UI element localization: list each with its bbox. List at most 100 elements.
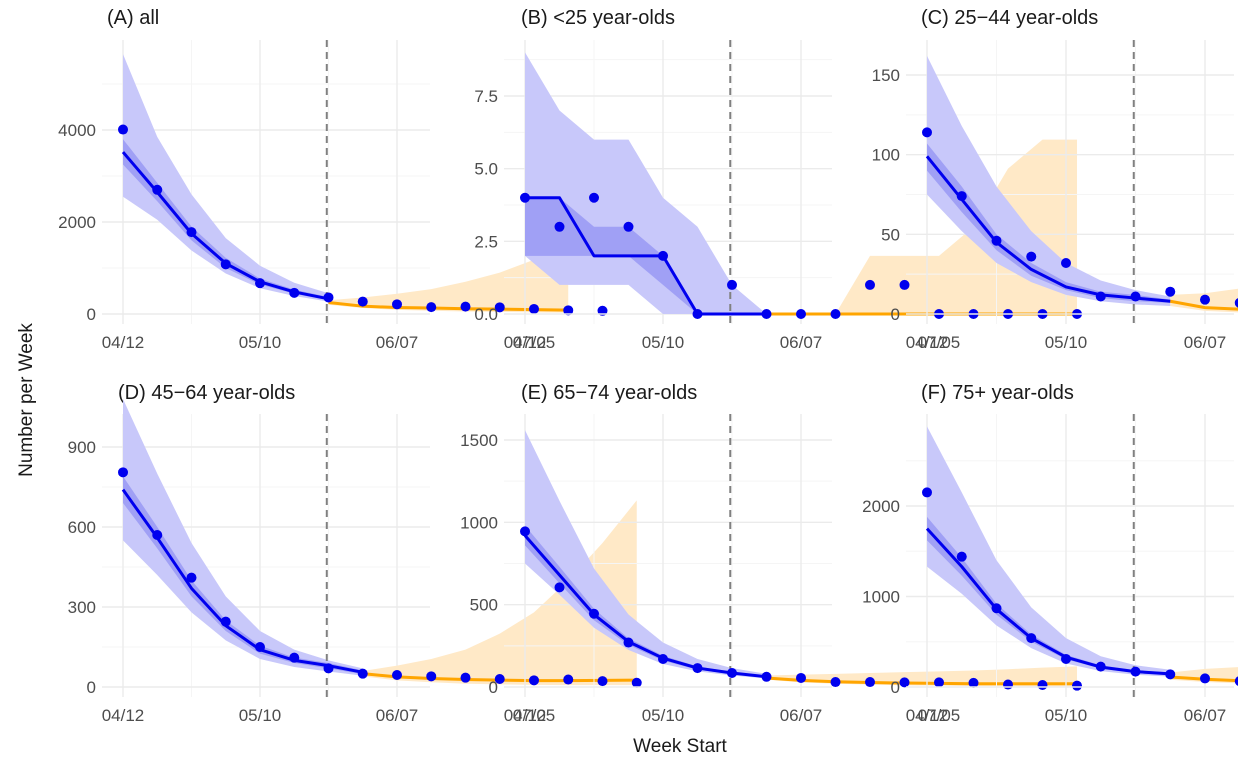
y-tick-label: 150 [872,66,900,85]
y-tick-label: 600 [68,518,96,537]
observed-point [152,530,163,540]
forecast-band [328,242,569,313]
y-tick-label: 100 [872,146,900,165]
y-tick-label: 50 [881,225,900,244]
panel-e: (E) 65−74 year-olds 0 500 1000 1500 04/12 05/1… [460,382,1082,725]
observed-point [323,663,334,674]
x-tick-label: 07/05 [918,706,961,725]
y-tick-label: 2000 [58,213,96,232]
fit-band-inner-group [525,525,767,678]
observed-point [460,301,471,312]
observed-point [1072,680,1082,691]
observed-point [289,287,300,298]
observed-point [796,672,806,683]
y-tick-label: 5.0 [474,160,498,179]
x-tick-label: 06/07 [1184,706,1227,725]
forecast-band [766,139,1077,314]
x-tick-label: 04/12 [906,706,949,725]
observed-point [255,278,265,289]
observed-point [186,572,197,583]
observed-point [1165,286,1176,297]
observed-point [761,309,772,319]
observed-point [589,608,599,619]
panel-title: (A) all [107,7,159,29]
panel-title: (C) 25−44 year-olds [921,7,1098,29]
observed-point [1026,633,1037,644]
observed-point [968,677,979,688]
observed-point [589,192,599,203]
observed-point [255,642,265,652]
observed-point [922,127,932,138]
x-tick-label: 06/07 [376,706,419,725]
observed-point [922,487,932,498]
y-tick-label: 900 [68,438,96,457]
observed-point [761,671,772,682]
x-tick-label: 05/10 [642,333,685,352]
fit-line [925,155,1171,303]
observed-point [494,674,505,684]
observed-point [220,259,231,270]
observed-point [426,671,437,682]
x-tick-label: 06/07 [780,706,823,725]
observed-point [357,668,368,679]
observed-point [1061,653,1071,664]
fit-band-outer [927,426,1171,677]
observed-point [186,227,197,238]
observed-point [658,654,668,665]
y-tick-label: 0.0 [474,305,498,324]
y-tick-label: 0 [891,678,900,697]
y-tick-label: 2.5 [474,232,498,251]
observed-point [956,551,967,562]
observed-point [934,677,944,688]
observed-point [494,302,505,313]
fit-band-inner-group [927,143,1171,303]
observed-point [1037,680,1048,691]
panel-title: (D) 45−64 year-olds [118,382,295,404]
observed-point [865,279,875,290]
observed-point [1095,661,1106,672]
y-tick-label: 500 [470,596,498,615]
fit-line [523,534,767,679]
x-tick-label: 06/07 [376,333,419,352]
observed-point [1234,676,1238,686]
x-tick-label: 06/07 [780,333,823,352]
x-tick-label: 04/12 [504,333,547,352]
panel-title: (B) <25 year-olds [521,7,675,29]
fit-band-outer [525,430,767,679]
observed-point [1061,258,1071,269]
observed-point [554,582,565,593]
observed-point [727,668,737,679]
forecast-band [362,500,637,686]
y-tick-label: 7.5 [474,87,498,106]
forecast-line [1169,299,1238,311]
x-tick-label: 05/10 [642,706,685,725]
observed-point [830,309,841,319]
observed-point [118,124,128,135]
y-tick-label: 0 [87,305,96,324]
panel-title: (E) 65−74 year-olds [521,382,697,404]
x-tick-label: 04/12 [102,333,145,352]
fit-band-outer [927,55,1171,307]
observed-point [1200,294,1210,305]
panel-b: (B) <25 year-olds 0.0 2.5 5.0 7.5 04/12 05/10 0… [474,7,1082,352]
observed-point [956,191,967,202]
panel-c: (C) 25−44 year-olds 0 50 100 150 04/12 05/10 06… [872,7,1238,352]
observed-point [529,303,539,314]
forecast-line [328,301,569,312]
y-tick-label: 4000 [58,121,96,140]
y-tick-label: 1000 [460,513,498,532]
fit-band-inner [927,143,1171,303]
observed-point [1130,666,1141,677]
observed-point [1026,251,1037,262]
observed-point [220,616,231,627]
observed-point [991,235,1002,246]
fit-line [121,488,364,674]
forecast-line [766,676,1077,686]
fit-line [925,527,1171,676]
fit-line [525,196,767,316]
x-tick-label: 05/10 [239,706,282,725]
y-tick-label: 0 [891,305,900,324]
observed-point [1095,291,1106,302]
observed-point [631,677,642,688]
observed-point [865,677,875,688]
